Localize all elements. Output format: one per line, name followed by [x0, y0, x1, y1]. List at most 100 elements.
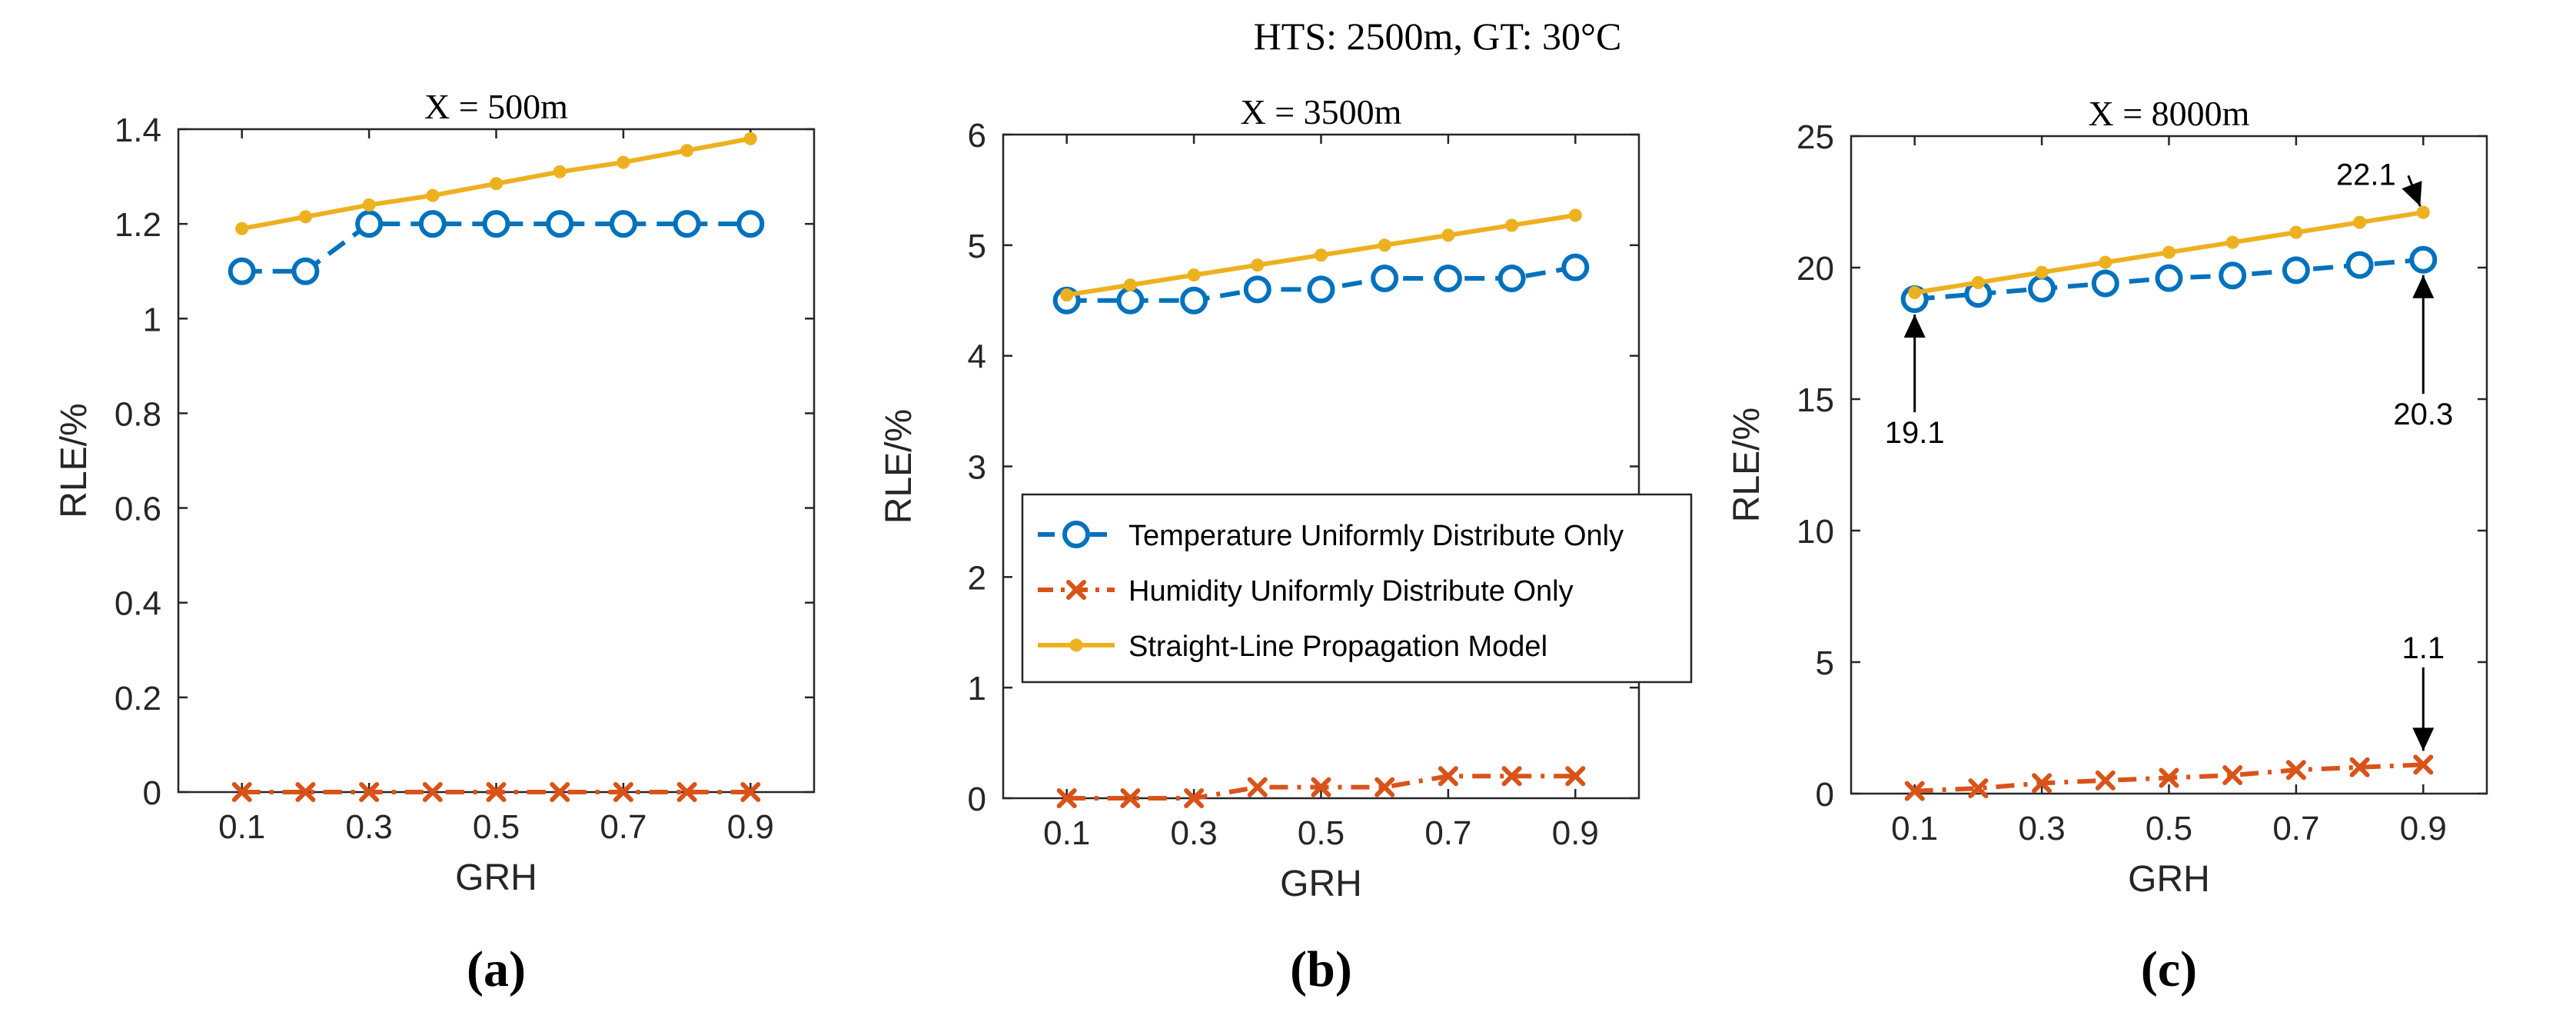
chart-panels: 0 0.2 0.4 0.6 0.8 1 1.2 1.4 0.1 0.3 0.5 0.7 0.9 GRH RL…	[54, 87, 2488, 997]
series-dot-2	[235, 131, 757, 235]
y-tick-label: 1.4	[115, 112, 161, 149]
data-point-dot-2	[1069, 638, 1083, 652]
x-tick-label: 0.5	[473, 808, 520, 846]
data-point-dot-6	[2289, 225, 2303, 239]
data-point-dot-3	[1251, 258, 1265, 272]
data-point-x-4	[486, 782, 507, 802]
data-point-x-8	[740, 782, 761, 802]
data-point-x-0	[1904, 781, 1925, 801]
data-point-circle-7	[2345, 251, 2374, 279]
data-point-x-5	[2222, 765, 2243, 786]
data-point-x-7	[676, 782, 697, 802]
annotation-arrow	[1903, 315, 1926, 413]
series-x-1	[1904, 754, 2434, 801]
chart-title: X = 8000m	[2089, 94, 2250, 133]
annotation-arrow-head	[2401, 181, 2422, 207]
data-point-circle-7	[673, 210, 701, 238]
chart-panel-a: 0 0.2 0.4 0.6 0.8 1 1.2 1.4 0.1 0.3 0.5 0.7 0.9 GRH RL…	[54, 87, 816, 997]
panel-label: (c)	[2141, 941, 2197, 997]
data-point-x-6	[2285, 760, 2306, 781]
data-point-x-1	[295, 782, 316, 802]
data-point-circle-2	[355, 210, 384, 238]
annotation-1: 20.3	[2393, 275, 2453, 431]
data-point-dot-6	[617, 155, 630, 169]
x-tick-label: 0.1	[1043, 814, 1090, 852]
x-tick-label: 0.7	[600, 808, 646, 846]
y-tick-label: 4	[968, 338, 986, 376]
data-point-x-stroke-b	[2032, 773, 2052, 794]
data-point-circle-2	[2028, 275, 2056, 303]
x-tick-label: 0.1	[1891, 810, 1938, 847]
data-point-x-3	[1247, 777, 1268, 797]
data-point-dot-7	[2353, 215, 2367, 229]
data-point-dot-8	[1568, 208, 1582, 222]
data-point-x-2	[1184, 788, 1205, 808]
annotation-arrow-head	[2412, 727, 2435, 751]
data-point-circle-8	[736, 210, 765, 238]
data-point-x-4	[2159, 767, 2179, 788]
data-point-dot-0	[235, 221, 249, 235]
x-tick-label: 0.5	[1298, 814, 1345, 852]
annotation-3: 1.1	[2401, 631, 2445, 751]
legend: Temperature Uniformly Distribute Only Hum…	[1021, 493, 1693, 684]
chart-panel-b: 0 1 2 3 4 5 6 0.1 0.3 0.5 0.7 0.9 GRH RLE/% X = 3500m (…	[879, 92, 1693, 997]
data-point-x-8	[1565, 766, 1586, 787]
data-point-x-5	[1374, 777, 1395, 797]
y-tick-label: 0	[1816, 776, 1834, 814]
data-point-x-stroke-b	[1374, 777, 1395, 797]
x-tick-label: 0.9	[727, 808, 774, 846]
data-point-x-stroke-b	[1438, 766, 1458, 787]
data-point-x-stroke-b	[2285, 760, 2306, 781]
y-tick-label: 15	[1797, 381, 1834, 419]
y-tick-label: 1	[968, 670, 986, 707]
data-point-x-stroke-b	[486, 782, 507, 802]
data-point-dot-2	[1187, 268, 1201, 282]
annotation-arrow-head	[2412, 275, 2435, 298]
data-point-x-stroke-b	[1247, 777, 1268, 797]
data-point-x-stroke-b	[613, 782, 633, 802]
data-point-x-stroke-b	[2413, 754, 2434, 775]
axes-box	[177, 128, 816, 794]
x-tick-label: 0.5	[2146, 810, 2192, 847]
y-tick-label: 0.2	[115, 680, 161, 717]
x-tick-label: 0.7	[1424, 814, 1471, 852]
data-point-x-stroke-b	[740, 782, 761, 802]
y-tick-label: 5	[968, 228, 986, 265]
data-point-dot-1	[1123, 278, 1137, 292]
data-point-dot-4	[490, 177, 503, 191]
y-tick-label: 1	[143, 301, 161, 338]
legend-box	[1021, 493, 1693, 684]
annotation-arrow-head	[1903, 315, 1926, 338]
x-tick-label: 0.9	[2400, 810, 2447, 847]
data-point-x-stroke-b	[359, 782, 380, 802]
data-point-dot-5	[1378, 238, 1391, 252]
panel-label: (b)	[1290, 941, 1352, 997]
series-circle-0	[1900, 245, 2438, 314]
panel-label: (a)	[467, 941, 526, 997]
chart-title: X = 3500m	[1241, 92, 1402, 131]
legend-entry-0: Temperature Uniformly Distribute Only	[1038, 520, 1624, 552]
y-tick-label: 5	[1816, 644, 1834, 682]
annotation-label: 1.1	[2401, 631, 2445, 665]
x-tick-label: 0.3	[1171, 814, 1218, 852]
data-point-x-3	[422, 782, 443, 802]
y-axis-label: RLE/%	[54, 403, 95, 518]
data-point-x-stroke-b	[1311, 777, 1331, 797]
data-point-circle-6	[609, 210, 637, 238]
annotation-0: 19.1	[1885, 315, 1945, 450]
y-tick-label: 0	[143, 774, 161, 812]
data-point-circle-6	[2282, 256, 2310, 285]
y-tick-label: 0	[968, 781, 986, 818]
data-point-x-stroke-b	[1056, 788, 1077, 808]
y-tick-label: 3	[968, 449, 986, 487]
data-point-x-5	[550, 782, 570, 802]
data-point-circle-5	[2219, 261, 2247, 290]
data-point-x-7	[2349, 757, 2370, 777]
annotation-arrow	[2412, 275, 2435, 394]
legend-entry-1: Humidity Uniformly Distribute Only	[1038, 575, 1574, 608]
annotation-label: 20.3	[2393, 398, 2453, 431]
data-point-x-stroke-b	[550, 782, 570, 802]
x-tick-label: 0.1	[218, 808, 265, 846]
data-point-circle-6	[1434, 264, 1462, 292]
